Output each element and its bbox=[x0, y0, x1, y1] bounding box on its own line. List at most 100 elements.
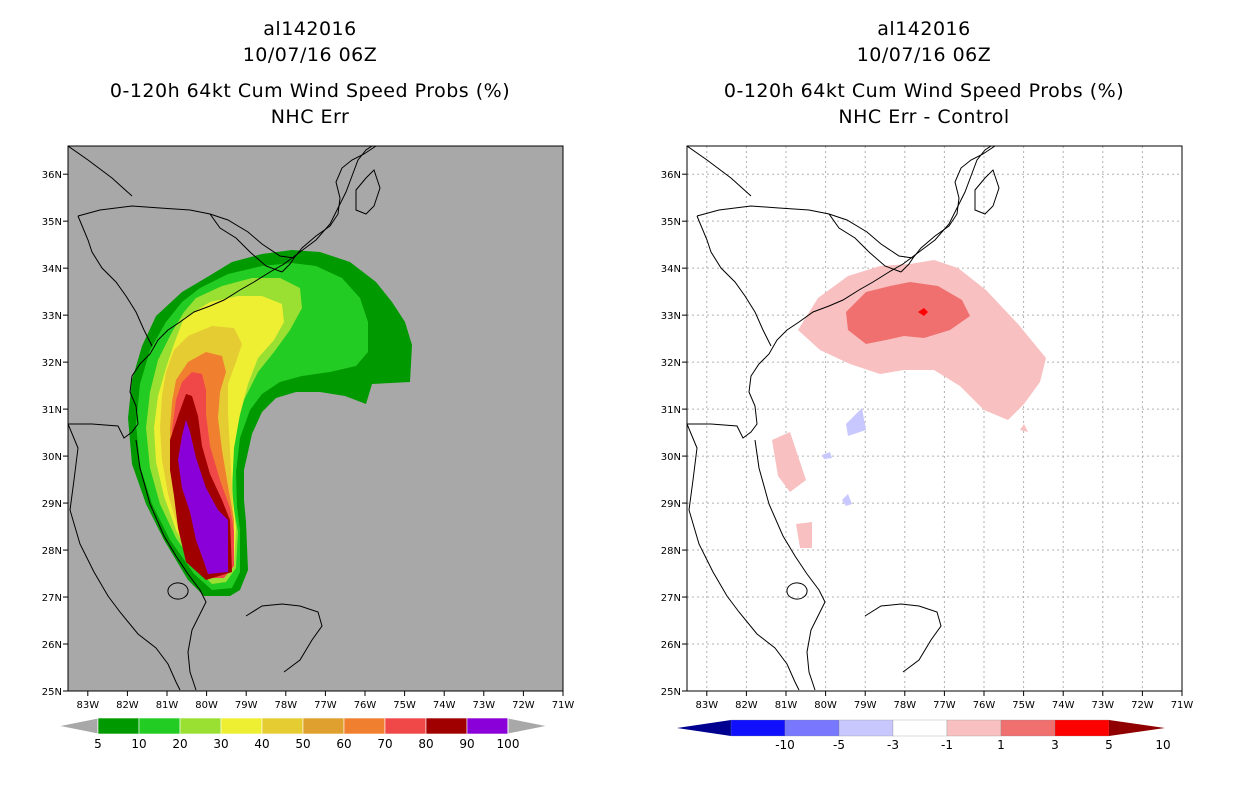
right-plot-frame bbox=[686, 145, 1183, 692]
lat-tick-label: 27N bbox=[661, 593, 681, 604]
right-contour-small-plus1-b bbox=[772, 432, 806, 492]
colorbar-swatch bbox=[892, 719, 948, 737]
lon-tick-label: 75W bbox=[1012, 700, 1035, 711]
lat-tick-label: 34N bbox=[661, 264, 681, 275]
lat-tick-label: 28N bbox=[42, 546, 62, 557]
right-contour-small-plus1-c bbox=[796, 522, 812, 548]
colorbar-label: 40 bbox=[254, 737, 269, 751]
colorbar-low-arrow bbox=[57, 717, 99, 735]
lon-tick-label: 82W bbox=[735, 700, 758, 711]
colorbar-swatch bbox=[466, 717, 509, 735]
lat-tick-label: 29N bbox=[661, 499, 681, 510]
lat-tick-label: 29N bbox=[42, 499, 62, 510]
colorbar-label: 90 bbox=[459, 737, 474, 751]
colorbar-swatch bbox=[261, 717, 304, 735]
lon-tick-label: 72W bbox=[1131, 700, 1154, 711]
lon-tick-label: 80W bbox=[814, 700, 837, 711]
left-title-subtitle: NHC Err bbox=[270, 106, 350, 128]
colorbar-label: 30 bbox=[213, 737, 228, 751]
colorbar-swatch bbox=[343, 717, 386, 735]
lon-tick-label: 83W bbox=[695, 700, 718, 711]
lon-tick-label: 75W bbox=[393, 700, 416, 711]
left-title-product: 0-120h 64kt Cum Wind Speed Probs (%) bbox=[109, 80, 511, 102]
lon-tick-label: 72W bbox=[512, 700, 535, 711]
left-title-storm-id: al142016 bbox=[263, 18, 357, 40]
lon-tick-label: 74W bbox=[433, 700, 456, 711]
left-map-coastlines bbox=[68, 146, 381, 691]
colorbar-label: 5 bbox=[1105, 738, 1113, 752]
lat-tick-label: 26N bbox=[42, 640, 62, 651]
colorbar-label: 10 bbox=[1155, 738, 1170, 752]
lat-tick-label: 35N bbox=[42, 217, 62, 228]
lon-tick-label: 81W bbox=[156, 700, 179, 711]
colorbar-swatch bbox=[784, 719, 840, 737]
colorbar-label: 10 bbox=[131, 737, 146, 751]
lat-tick-label: 36N bbox=[42, 170, 62, 181]
colorbar-label: 60 bbox=[336, 737, 351, 751]
colorbar-high-arrow bbox=[507, 717, 549, 735]
colorbar-swatch bbox=[946, 719, 1002, 737]
colorbar-label: 50 bbox=[295, 737, 310, 751]
lon-tick-label: 83W bbox=[76, 700, 99, 711]
left-title-date: 10/07/16 06Z bbox=[242, 44, 378, 66]
lon-tick-label: 81W bbox=[775, 700, 798, 711]
colorbar-swatch bbox=[1054, 719, 1110, 737]
right-chart-title: al142016 10/07/16 06Z 0-120h 64kt Cum Wi… bbox=[654, 16, 1194, 130]
colorbar-swatch bbox=[302, 717, 345, 735]
colorbar-swatch bbox=[730, 719, 786, 737]
colorbar-label: 1 bbox=[997, 738, 1005, 752]
lon-tick-label: 78W bbox=[274, 700, 297, 711]
colorbar-label: 70 bbox=[377, 737, 392, 751]
lat-tick-label: 25N bbox=[661, 687, 681, 698]
right-contours bbox=[687, 146, 1046, 691]
lat-tick-label: 30N bbox=[661, 452, 681, 463]
lat-tick-label: 31N bbox=[661, 405, 681, 416]
left-plot-frame bbox=[67, 145, 564, 692]
right-axes: 83W 82W 81W 80W 79W 78W 77W 76W 75W 74W 73W 72W 71W 3… bbox=[661, 170, 1194, 711]
colorbar-label: 5 bbox=[94, 737, 102, 751]
lat-tick-label: 25N bbox=[42, 687, 62, 698]
right-title-date: 10/07/16 06Z bbox=[856, 44, 992, 66]
lat-tick-label: 36N bbox=[661, 170, 681, 181]
lon-tick-label: 77W bbox=[933, 700, 956, 711]
lat-tick-label: 33N bbox=[42, 311, 62, 322]
right-plot-area bbox=[687, 146, 1182, 691]
right-contour-plus3 bbox=[846, 282, 970, 344]
colorbar-swatch bbox=[220, 717, 263, 735]
lat-tick-label: 26N bbox=[661, 640, 681, 651]
colorbar-label: -3 bbox=[887, 738, 899, 752]
lat-tick-label: 27N bbox=[42, 593, 62, 604]
right-map-coastlines bbox=[687, 146, 1000, 691]
colorbar-label: 100 bbox=[497, 737, 520, 751]
colorbar-label: -1 bbox=[941, 738, 953, 752]
right-contour-minus1-b bbox=[842, 494, 852, 506]
colorbar-swatch bbox=[838, 719, 894, 737]
colorbar-high-arrow bbox=[1109, 720, 1165, 736]
lat-tick-label: 30N bbox=[42, 452, 62, 463]
lat-tick-label: 32N bbox=[42, 358, 62, 369]
left-contour-100 bbox=[178, 420, 228, 574]
lon-tick-label: 71W bbox=[1171, 700, 1194, 711]
lat-tick-label: 34N bbox=[42, 264, 62, 275]
colorbar-label: -5 bbox=[833, 738, 845, 752]
colorbar-swatch bbox=[179, 717, 222, 735]
right-title-product: 0-120h 64kt Cum Wind Speed Probs (%) bbox=[723, 80, 1125, 102]
right-contour-minus1-c bbox=[822, 452, 832, 459]
colorbar-label: 80 bbox=[418, 737, 433, 751]
lon-tick-label: 82W bbox=[116, 700, 139, 711]
lon-tick-label: 76W bbox=[973, 700, 996, 711]
left-axes: 83W 82W 81W 80W 79W 78W 77W 76W 75W 74W 73W 72W 71W 3… bbox=[42, 170, 575, 711]
right-title-subtitle: NHC Err - Control bbox=[838, 106, 1010, 128]
lon-tick-label: 80W bbox=[195, 700, 218, 711]
lon-tick-label: 79W bbox=[235, 700, 258, 711]
colorbar-low-arrow bbox=[677, 720, 731, 736]
right-colorbar: -10 -5 -3 -1 1 3 5 10 bbox=[677, 719, 1171, 752]
lon-tick-label: 73W bbox=[472, 700, 495, 711]
lon-tick-label: 74W bbox=[1052, 700, 1075, 711]
colorbar-label: 20 bbox=[172, 737, 187, 751]
colorbar-label: -10 bbox=[775, 738, 795, 752]
colorbar-swatch bbox=[1000, 719, 1056, 737]
left-contours bbox=[68, 146, 412, 691]
lon-tick-label: 79W bbox=[854, 700, 877, 711]
